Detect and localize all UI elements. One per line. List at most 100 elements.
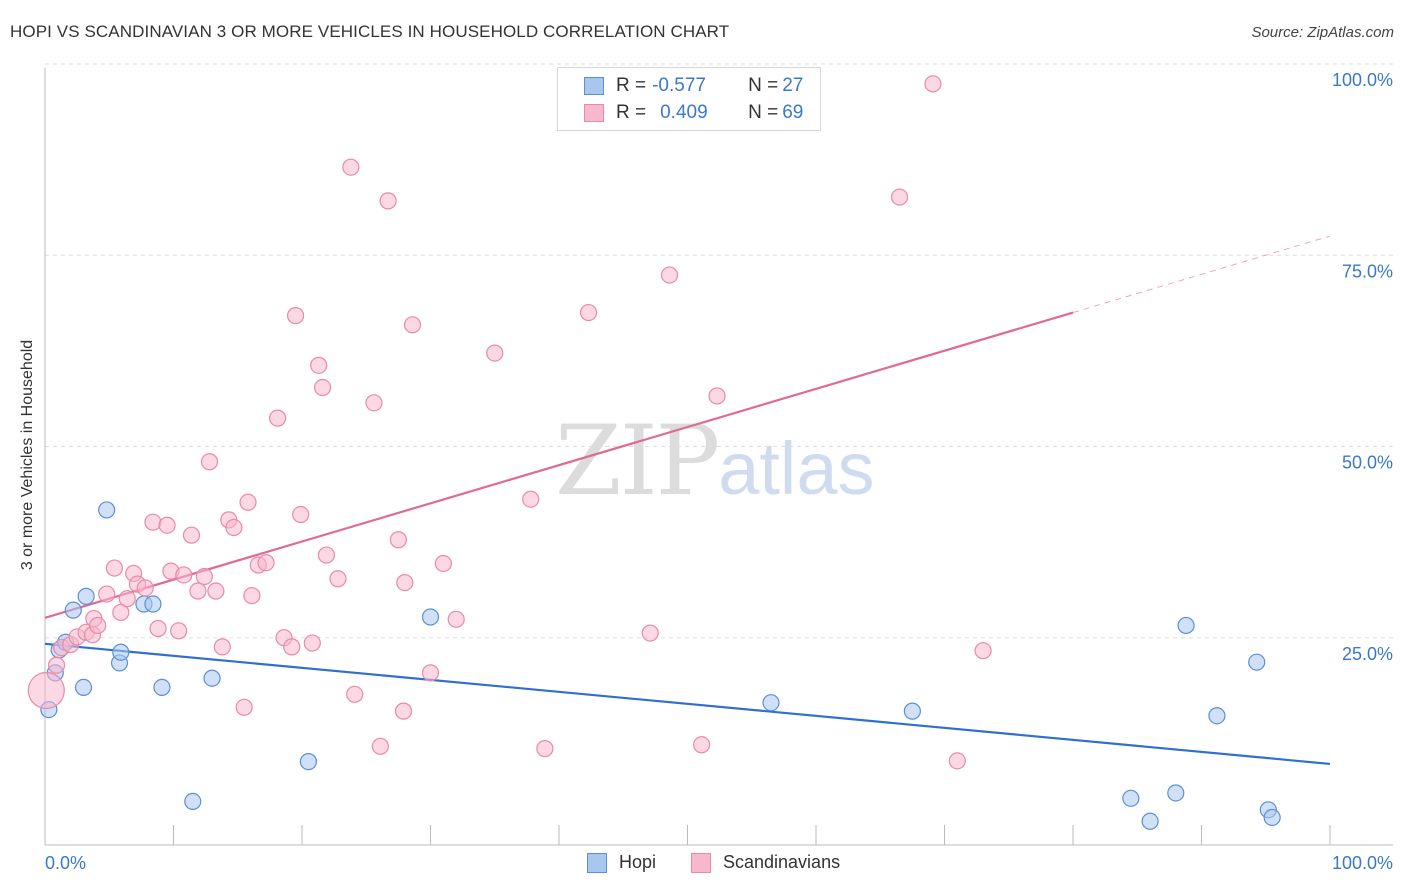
hopi-point-16: [421, 608, 440, 626]
series-legend: Hopi Scandinavians: [0, 852, 1406, 876]
scandinavian-point-22: [182, 526, 201, 544]
watermark: ZIPatlas: [555, 405, 875, 517]
hopi-point-22: [1177, 616, 1195, 635]
scandinavian-point-38: [286, 307, 305, 325]
scandinavian-point-53: [403, 316, 422, 334]
scandinavian-point-30: [235, 698, 253, 716]
scandinavian-point-35: [268, 409, 287, 427]
x-tick-label-max: 100.0%: [1332, 853, 1393, 873]
scandinavian-point-37: [283, 638, 301, 656]
scandinavian-point-21: [175, 566, 193, 584]
source-label: Source: ZipAtlas.com: [1251, 24, 1394, 41]
hopi-swatch: [584, 77, 604, 95]
hopi-point-20: [1141, 812, 1159, 830]
hopi-point-26: [1263, 808, 1281, 827]
scandinavian-point-39: [292, 505, 310, 524]
chart-title: HOPI VS SCANDINAVIAN 3 OR MORE VEHICLES …: [10, 22, 730, 41]
data-points: [27, 75, 1281, 830]
hopi-point-6: [77, 587, 95, 605]
scandinavian-point-34: [257, 554, 275, 572]
scandinavian-point-65: [890, 188, 909, 206]
scandinavian-point-23: [189, 582, 207, 600]
scandinavian-point-49: [379, 192, 397, 210]
scandinavian-point-15: [136, 579, 154, 597]
scandinavian-point-0: [27, 671, 65, 710]
tick-labels: 25.0% 50.0% 75.0% 100.0% 0.0% 100.0%: [45, 70, 1393, 873]
hopi-point-11: [144, 595, 162, 613]
scandinavian-point-24: [195, 567, 213, 586]
scandinavian-point-54: [421, 664, 440, 682]
scandinavian-point-20: [170, 622, 188, 640]
scandinavian-point-42: [313, 378, 332, 397]
scand-r-label: R =: [616, 102, 647, 123]
scandinavian-point-1: [47, 656, 66, 674]
scandinavian-point-64: [708, 387, 726, 405]
stats-legend-scand-row: R = 0.409 N = 69: [558, 100, 803, 126]
scandinavian-point-66: [924, 75, 942, 93]
y-tick-label-3: 100.0%: [1332, 70, 1393, 90]
scand-r-value: 0.409: [660, 102, 708, 123]
scandinavian-point-68: [974, 642, 992, 660]
scandinavian-point-31: [239, 493, 257, 511]
y-tick-label-0: 25.0%: [1342, 644, 1393, 664]
watermark-atlas: atlas: [718, 427, 875, 510]
hopi-point-7: [98, 501, 116, 519]
scandinavian-point-45: [342, 158, 360, 176]
scandinavian-point-17: [149, 619, 167, 638]
hopi-point-4: [64, 601, 82, 619]
scandinavian-point-55: [434, 554, 452, 573]
scandinavian-point-67: [948, 752, 966, 770]
scandinavian-point-11: [112, 603, 130, 622]
scandinavian-point-27: [213, 638, 231, 656]
scandinavian-point-59: [536, 740, 554, 758]
scandinavian-point-56: [447, 610, 465, 628]
scandinavian-point-62: [660, 266, 679, 284]
scandinavian-point-25: [200, 453, 219, 471]
scandinavian-point-48: [371, 737, 389, 755]
x-tick-label-min: 0.0%: [45, 853, 86, 873]
scandinavian-point-12: [118, 590, 136, 608]
hopi-point-21: [1167, 784, 1185, 802]
hopi-point-9: [112, 643, 130, 661]
scandinavian-point-16: [144, 513, 162, 531]
scandinavian-point-9: [98, 585, 116, 603]
hopi-point-5: [74, 678, 93, 697]
scandinavian-point-51: [394, 702, 413, 720]
hopi-point-17: [762, 694, 780, 712]
hopi-point-14: [203, 669, 221, 687]
scandinavian-point-32: [243, 587, 261, 605]
hopi-point-13: [184, 792, 202, 810]
scandinavian-point-10: [105, 559, 123, 577]
scand-n-label: N =: [748, 102, 779, 123]
scandinavian-point-63: [693, 736, 711, 754]
scandinavian-point-61: [641, 624, 659, 642]
scandinavian-trend-extension: [1072, 235, 1331, 314]
scandinavian-point-52: [396, 574, 414, 592]
scandinavian-point-41: [310, 356, 328, 374]
hopi-n-label: N =: [748, 75, 779, 96]
scandinavian-point-43: [317, 546, 336, 564]
scand-n-value: 69: [782, 102, 804, 123]
legend-scand-swatch: [691, 852, 711, 873]
hopi-point-24: [1248, 653, 1266, 671]
legend-hopi-swatch: [587, 852, 607, 873]
hopi-n-value: 27: [782, 75, 804, 96]
scandinavian-point-47: [365, 394, 383, 412]
hopi-point-19: [1122, 789, 1140, 807]
scandinavian-point-18: [158, 516, 176, 534]
scandinavian-point-29: [225, 518, 243, 537]
scandinavian-point-46: [346, 685, 364, 703]
legend-scand-label: Scandinavians: [723, 852, 841, 872]
scandinavian-trend-line: [44, 311, 1074, 619]
y-tick-label-2: 75.0%: [1342, 261, 1393, 281]
scandinavian-point-44: [329, 570, 347, 588]
scand-swatch: [584, 104, 604, 122]
scandinavian-point-60: [579, 303, 598, 322]
scandinavian-point-8: [89, 616, 107, 635]
hopi-point-18: [903, 702, 921, 720]
grid: [45, 63, 1393, 639]
hopi-r-value: -0.577: [652, 75, 706, 96]
stats-legend: R = -0.577 N = 27 R = 0.409 N = 69: [557, 67, 821, 131]
scandinavian-point-50: [389, 531, 407, 549]
